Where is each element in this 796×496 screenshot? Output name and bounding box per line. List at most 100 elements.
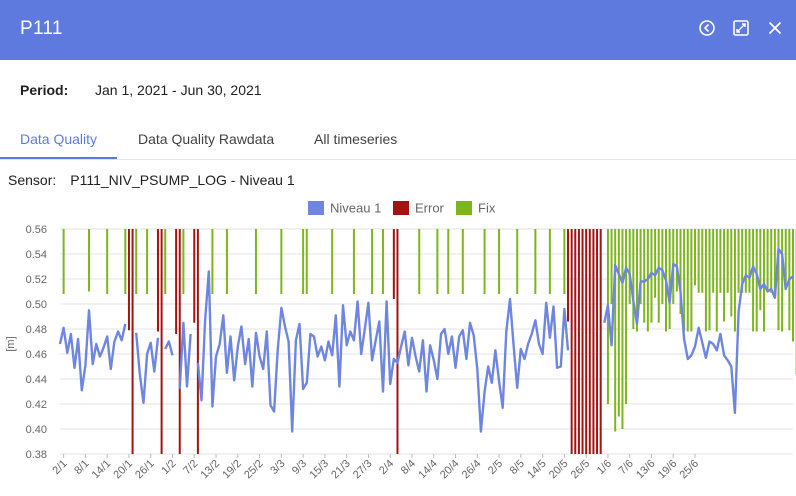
fix-bar [625,229,628,404]
fix-bar [708,229,711,331]
fix-bar [661,229,664,304]
x-tick-label: 21/3 [329,458,353,482]
fix-bar [737,229,740,293]
legend-label-fix[interactable]: Fix [478,201,496,216]
fix-bar [755,229,758,332]
x-tick-label: 27/3 [351,458,375,482]
fix-bar [254,229,257,294]
fix-bar [675,229,678,292]
fix-bar [712,229,715,293]
dialog-header: P111 [0,0,796,60]
error-bar [396,229,399,454]
x-tick-label: 1/6 [595,458,614,477]
fix-bar [694,229,697,286]
x-tick-label: 9/3 [290,458,309,477]
legend-swatch-niveau [308,201,324,215]
fix-bar [654,229,657,298]
sensor-label: Sensor: [8,172,57,188]
fix-bar [610,229,613,304]
fix-bar [770,229,773,293]
x-tick-label: 7/6 [617,458,636,477]
x-axis-ticks: 2/1 8/114/120/126/1 1/2 7/213/219/225/2 3/3 9… [50,454,701,481]
fix-bar [124,229,127,294]
fix-bar [723,229,726,322]
error-bar [193,229,196,323]
error-bar [596,229,599,454]
fix-bar [88,229,91,292]
x-tick-label: 3/3 [268,458,287,477]
fix-bar [563,229,566,294]
fix-bar [697,229,700,293]
fix-bar [639,229,642,304]
niveau-line [58,247,794,433]
y-tick-label: 0.52 [26,274,47,286]
fix-bar [331,229,334,294]
legend-label-error[interactable]: Error [415,201,445,216]
x-tick-label: 19/2 [220,458,244,482]
error-bar [588,229,591,454]
fix-bar [679,229,682,314]
y-axis-label: [m] [5,336,17,351]
error-bar [577,229,580,454]
x-tick-label: 14/5 [525,458,549,482]
fix-bar [632,229,635,329]
expand-icon[interactable] [732,19,750,37]
x-tick-label: 2/4 [377,458,396,477]
fix-bar [777,229,780,331]
x-tick-label: 26/1 [133,458,157,482]
x-tick-label: 2/5 [486,458,505,477]
fix-bars [62,229,796,432]
niveau-series [58,247,794,433]
legend-label-niveau[interactable]: Niveau 1 [330,201,381,216]
x-tick-label: 15/3 [307,458,331,482]
y-tick-label: 0.48 [26,324,47,336]
fix-bar [146,229,149,294]
tab-all-timeseries[interactable]: All timeseries [314,131,398,147]
fix-bar [792,229,794,342]
fix-bar [62,229,65,294]
x-tick-label: 25/2 [242,458,266,482]
fix-bar [635,229,638,332]
fix-bar [280,229,283,294]
fix-bar [704,229,707,332]
fix-bar [617,229,620,417]
x-tick-label: 8/4 [399,458,418,477]
error-bar [574,229,577,454]
fix-bar [182,229,185,294]
tab-data-quality[interactable]: Data Quality [20,131,98,147]
fix-bar [225,229,228,294]
fix-bar [701,229,704,293]
legend-swatch-error [393,201,409,215]
fix-bar [516,229,519,294]
x-tick-label: 26/5 [569,458,593,482]
error-bar [160,229,163,454]
y-tick-label: 0.44 [26,374,47,386]
fix-bar [730,229,733,317]
tab-data-quality-rawdata[interactable]: Data Quality Rawdata [138,131,275,147]
fix-bar [628,229,631,304]
y-tick-label: 0.50 [26,299,47,311]
error-bar [592,229,595,454]
period-value: Jan 1, 2021 - Jun 30, 2021 [95,82,262,98]
fix-bar [762,229,765,332]
fix-bar [690,229,693,332]
fix-bar [752,229,755,332]
back-circle-icon[interactable] [698,19,716,37]
error-bar [599,229,602,454]
error-bar [196,229,199,454]
error-bar [570,229,573,454]
fix-bar [461,229,464,294]
x-tick-label: 14/4 [416,458,440,482]
x-tick-label: 1/2 [159,458,178,477]
fix-bar [302,229,305,294]
y-tick-label: 0.38 [26,449,47,461]
y-tick-label: 0.56 [26,224,47,236]
x-tick-label: 19/6 [656,458,680,482]
error-bar [392,229,395,299]
fix-bar [686,229,689,332]
x-tick-label: 2/1 [50,458,69,477]
y-tick-label: 0.54 [26,249,47,261]
fix-bar [534,229,537,294]
fix-bar [773,229,776,293]
close-icon[interactable] [766,19,784,37]
